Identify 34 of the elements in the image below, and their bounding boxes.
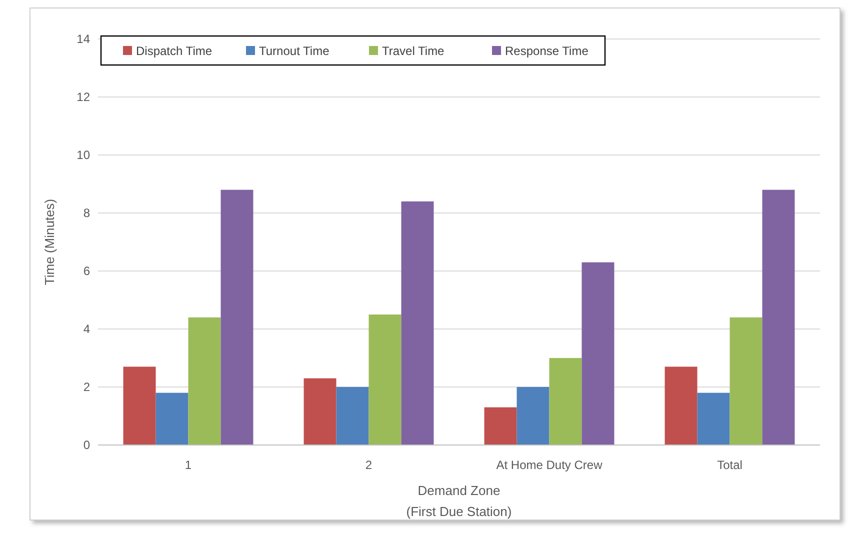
legend-label: Dispatch Time	[136, 44, 212, 58]
bar	[484, 407, 517, 445]
legend-label: Response Time	[505, 44, 589, 58]
bar	[401, 201, 434, 445]
bar	[156, 392, 188, 445]
x-tick-label: 1	[184, 458, 192, 472]
bar	[730, 317, 762, 445]
x-axis-title: Demand Zone (First Due Station)	[406, 483, 512, 519]
bar	[549, 358, 582, 445]
bar	[188, 317, 221, 445]
y-tick-label: 8	[83, 206, 90, 220]
bar	[762, 190, 795, 445]
bar	[368, 314, 402, 445]
x-tick-label: Total	[717, 458, 742, 472]
y-axis-title: Time (Minutes)	[42, 198, 57, 286]
y-tick-label: 14	[76, 32, 90, 46]
y-tick-label: 10	[76, 148, 90, 162]
y-tick-label: 12	[76, 90, 90, 104]
legend-label: Travel Time	[382, 44, 445, 58]
y-tick-label: 0	[83, 438, 90, 452]
legend-label: Turnout Time	[259, 44, 330, 58]
bar	[336, 387, 369, 445]
y-tick-label: 2	[83, 380, 90, 394]
bar	[664, 366, 698, 445]
bar	[220, 190, 254, 445]
bar	[304, 378, 336, 445]
y-tick-label: 4	[83, 322, 90, 336]
x-tick-label: 2	[365, 458, 372, 472]
y-tick-label: 6	[83, 264, 90, 278]
bar	[123, 366, 156, 445]
x-tick-label: At Home Duty Crew	[496, 458, 603, 472]
bar	[516, 387, 550, 445]
bar	[582, 262, 614, 445]
bar	[697, 392, 730, 445]
